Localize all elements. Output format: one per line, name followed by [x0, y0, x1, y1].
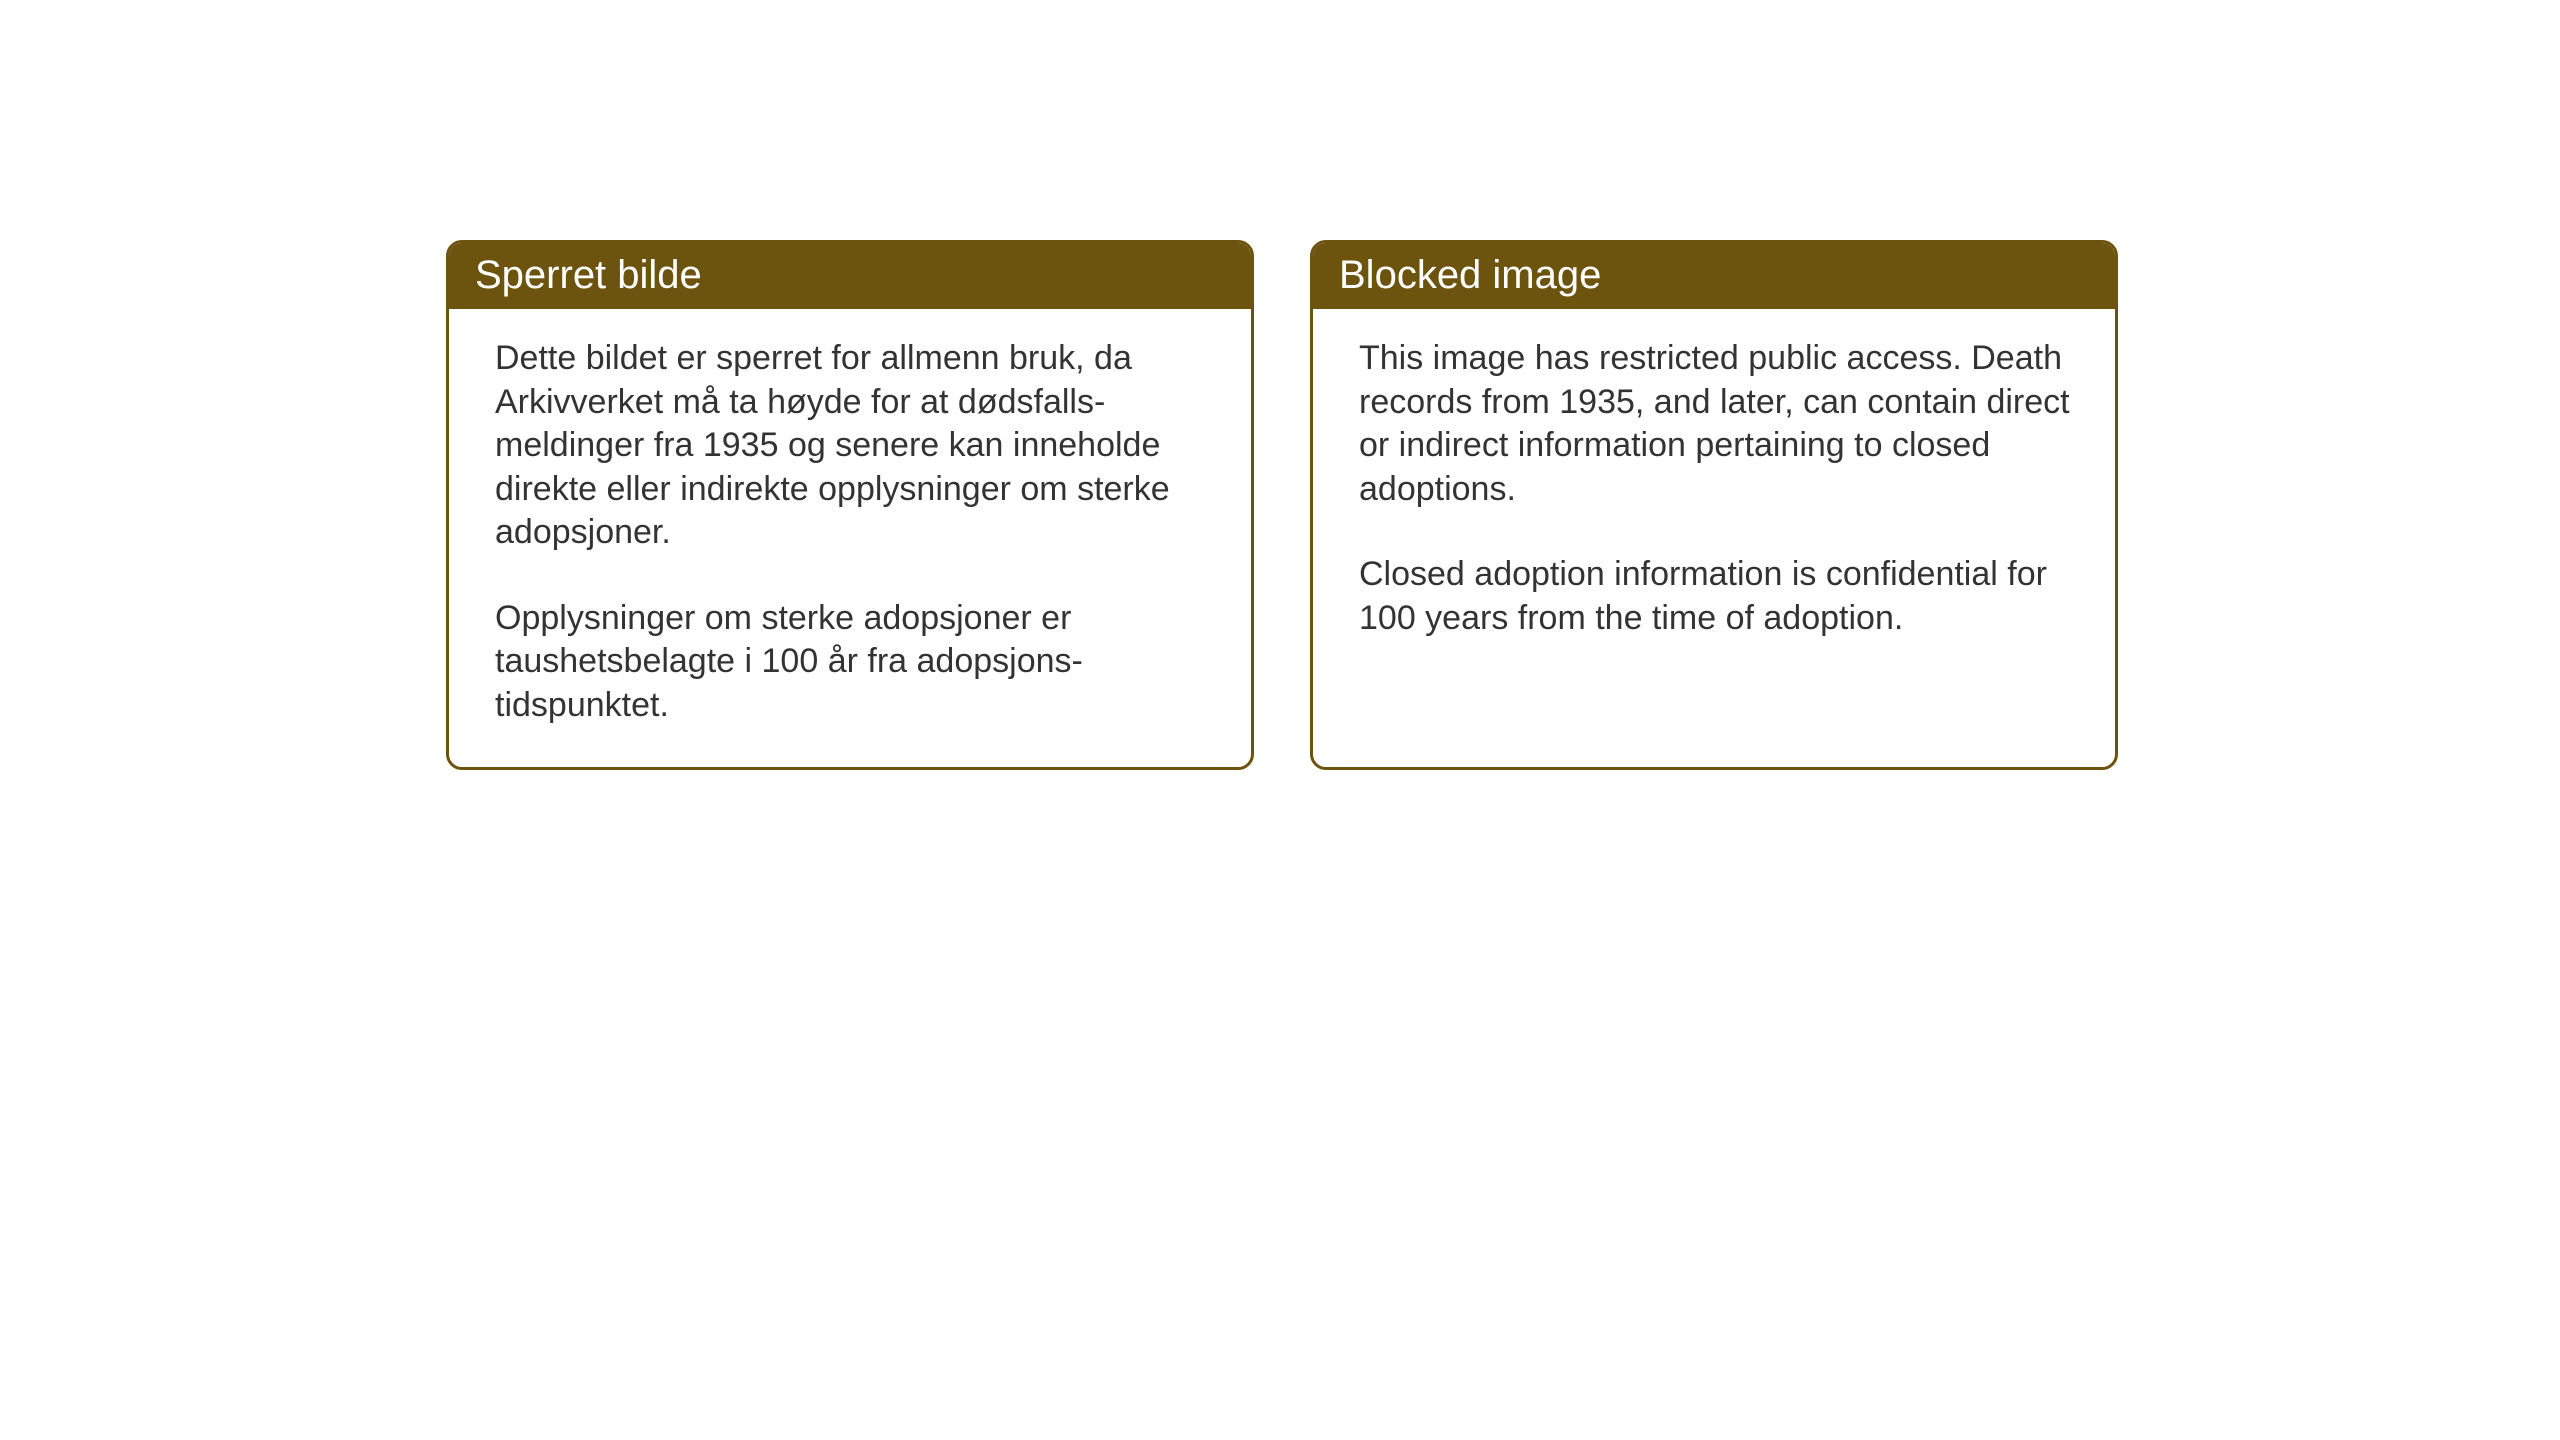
norwegian-notice-panel: Sperret bilde Dette bildet er sperret fo…	[446, 240, 1254, 770]
english-paragraph-2: Closed adoption information is confident…	[1359, 553, 2075, 640]
norwegian-paragraph-1: Dette bildet er sperret for allmenn bruk…	[495, 337, 1211, 555]
norwegian-paragraph-2: Opplysninger om sterke adopsjoner er tau…	[495, 597, 1211, 728]
english-panel-body: This image has restricted public access.…	[1313, 309, 2115, 680]
panels-container: Sperret bilde Dette bildet er sperret fo…	[446, 240, 2118, 770]
norwegian-panel-title: Sperret bilde	[449, 243, 1251, 309]
english-notice-panel: Blocked image This image has restricted …	[1310, 240, 2118, 770]
english-paragraph-1: This image has restricted public access.…	[1359, 337, 2075, 511]
english-panel-title: Blocked image	[1313, 243, 2115, 309]
norwegian-panel-body: Dette bildet er sperret for allmenn bruk…	[449, 309, 1251, 767]
